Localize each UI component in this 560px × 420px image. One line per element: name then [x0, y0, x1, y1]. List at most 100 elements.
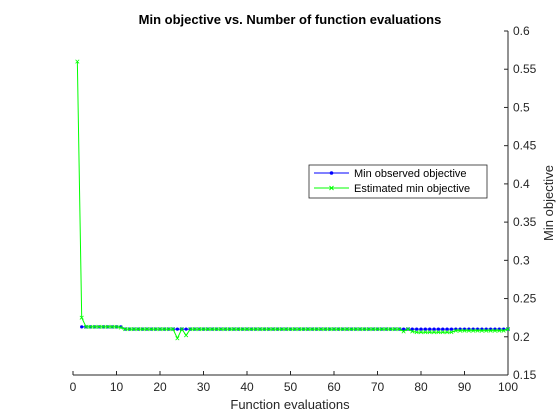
- data-point: [271, 327, 276, 332]
- data-point: [175, 327, 179, 331]
- data-point: [314, 327, 319, 332]
- data-point: [175, 336, 180, 341]
- legend-box: [308, 164, 488, 199]
- data-point: [284, 327, 289, 332]
- data-point: [218, 327, 223, 332]
- data-point: [236, 327, 241, 332]
- data-point: [257, 327, 263, 332]
- data-point: [110, 324, 115, 329]
- data-point: [505, 327, 511, 332]
- data-point: [223, 327, 228, 332]
- data-point: [419, 327, 423, 331]
- x-tick-label: 0: [70, 380, 77, 394]
- y-tick-label: 0.45: [513, 139, 537, 153]
- data-point: [127, 327, 132, 332]
- data-point: [466, 328, 471, 333]
- x-tick-label: 100: [498, 380, 518, 394]
- x-tick-label: 90: [458, 380, 472, 394]
- data-point: [353, 327, 358, 332]
- x-tick-label: 50: [284, 380, 298, 394]
- chart-title: Min objective vs. Number of function eva…: [139, 12, 442, 27]
- data-point: [441, 327, 445, 331]
- x-tick-label: 60: [327, 380, 341, 394]
- axes-box: [73, 31, 508, 375]
- legend-label-estimated: Estimated min objective: [354, 183, 470, 195]
- legend-marker-estimated: [329, 185, 334, 191]
- data-point: [184, 327, 188, 331]
- data-point: [453, 328, 458, 333]
- data-point: [423, 327, 427, 331]
- x-tick-label: 40: [240, 380, 254, 394]
- data-point: [323, 327, 328, 332]
- data-point: [371, 327, 376, 332]
- data-point: [462, 328, 467, 333]
- data-point: [97, 324, 102, 329]
- data-point: [231, 327, 237, 332]
- data-point: [432, 327, 436, 331]
- data-point: [449, 327, 454, 331]
- data-point: [418, 330, 424, 335]
- data-point: [253, 327, 258, 332]
- data-point: [375, 327, 380, 332]
- data-point: [153, 327, 158, 332]
- data-point: [179, 327, 184, 332]
- data-point: [201, 327, 206, 332]
- y-tick-label: 0.25: [513, 292, 537, 306]
- data-point: [445, 330, 450, 335]
- y-tick-label: 0.6: [513, 24, 530, 38]
- data-point: [305, 327, 310, 332]
- data-point: [440, 330, 445, 335]
- data-point: [458, 328, 463, 333]
- x-axis-label: Function evaluations: [230, 397, 350, 412]
- data-point: [131, 327, 136, 332]
- y-tick-label: 0.15: [513, 368, 537, 382]
- data-point: [410, 327, 414, 331]
- data-point: [410, 329, 415, 334]
- data-point: [501, 328, 506, 333]
- data-point: [318, 327, 324, 332]
- data-point: [331, 327, 337, 332]
- data-point: [123, 327, 128, 332]
- data-point: [484, 328, 489, 333]
- data-point: [144, 327, 150, 332]
- data-point: [479, 328, 484, 333]
- data-point: [279, 327, 284, 332]
- data-point: [488, 328, 493, 333]
- x-ticks: 0 10 20 30 40 50 60 70 80 90 100: [70, 371, 518, 394]
- data-point: [327, 327, 332, 332]
- data-point: [297, 327, 302, 332]
- legend-label-observed: Min observed objective: [354, 168, 467, 180]
- data-point: [349, 327, 354, 332]
- data-point: [80, 325, 84, 329]
- data-point: [118, 325, 123, 330]
- y-tick-label: 0.4: [513, 177, 530, 191]
- data-point: [166, 327, 171, 332]
- data-point: [157, 327, 163, 332]
- data-point: [401, 329, 406, 334]
- data-point: [301, 327, 306, 332]
- data-point: [431, 330, 437, 335]
- plot-area: 0 10 20 30 40 50 60 70 80 90 100 0.15 0.2 0.25 0.3 0.3…: [70, 24, 537, 394]
- data-point: [88, 324, 93, 329]
- data-point: [288, 327, 293, 332]
- data-point: [79, 315, 84, 320]
- x-tick-label: 80: [414, 380, 428, 394]
- data-point: [358, 327, 363, 332]
- data-point: [205, 327, 210, 332]
- data-point: [275, 327, 280, 332]
- data-point: [402, 327, 406, 331]
- x-tick-label: 70: [371, 380, 385, 394]
- data-point: [392, 327, 397, 332]
- data-point: [149, 327, 154, 332]
- y-tick-label: 0.35: [513, 215, 537, 229]
- data-point: [471, 328, 476, 333]
- data-point: [266, 327, 271, 332]
- data-point: [114, 324, 119, 329]
- data-point: [83, 324, 89, 329]
- data-point: [249, 327, 254, 332]
- series-line-estimated: [76, 61, 509, 340]
- data-point: [436, 330, 441, 335]
- y-tick-label: 0.55: [513, 62, 537, 76]
- data-point: [227, 327, 232, 332]
- data-point: [188, 327, 193, 332]
